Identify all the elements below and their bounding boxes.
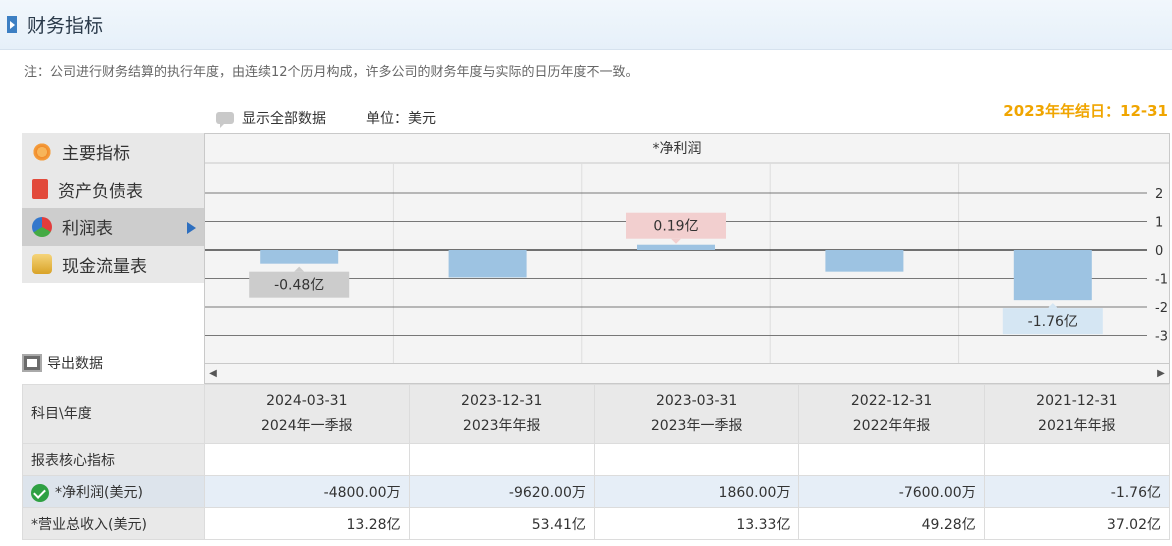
sidebar-item-label: 主要指标 [62, 144, 130, 165]
sidebar-item-main-indicators[interactable]: 主要指标 [22, 133, 204, 171]
pie-chart-icon [32, 216, 52, 237]
export-data-button[interactable]: 导出数据 [22, 353, 103, 373]
table-cell: -7600.00万 [798, 475, 985, 508]
sidebar-item-label: 利润表 [62, 219, 113, 240]
section-row: 报表核心指标 [22, 443, 1171, 476]
plot-area [205, 163, 1147, 363]
row-label-revenue[interactable]: *营业总收入(美元) [22, 507, 205, 540]
table-cell: 13.33亿 [593, 507, 800, 540]
gear-sun-icon [32, 141, 52, 162]
table-cell: -4800.00万 [204, 475, 410, 508]
data-label: -0.48亿 [274, 278, 324, 294]
y-tick-label: 0 [1155, 244, 1163, 259]
chart-title: *净利润 [653, 141, 702, 157]
table-cell: 13.28亿 [204, 507, 410, 540]
table-header-row: 科目\年度 2024-03-31 2024年一季报 2023-12-31 2023年… [22, 384, 1171, 444]
y-tick-label: 2 [1155, 187, 1163, 202]
bar [1013, 250, 1092, 301]
year-end-date: 2023年年结日：12-31 [1003, 102, 1168, 120]
table-cell: -1.76亿 [983, 475, 1171, 508]
table-cell: 37.02亿 [983, 507, 1171, 540]
bar [260, 250, 339, 264]
data-label-box [249, 271, 350, 298]
table-row[interactable]: *净利润(美元) -4800.00万 -9620.00万 1860.00万 -7… [22, 475, 1171, 508]
data-label: -1.76亿 [1028, 314, 1078, 330]
y-tick-label: 1 [1155, 216, 1163, 231]
bar [448, 250, 527, 278]
data-label: 0.19亿 [653, 219, 698, 235]
fiscal-year-note: 注：公司进行财务结算的执行年度，由连续12个历月构成，许多公司的财务年度与实际的… [24, 65, 639, 80]
data-label-box [1002, 308, 1103, 335]
sidebar-item-label: 现金流量表 [62, 256, 147, 277]
page-title: 财务指标 [27, 15, 104, 37]
document-icon [32, 179, 48, 200]
statement-sidebar: 主要指标 资产负债表 利润表 现金流量表 [22, 133, 204, 283]
check-icon [31, 483, 49, 502]
table-cell: -9620.00万 [408, 475, 595, 508]
sidebar-item-balance-sheet[interactable]: 资产负债表 [22, 171, 204, 209]
unit-label: 单位：美元 [366, 111, 436, 127]
export-icon [22, 354, 42, 372]
speech-bubble-icon [216, 112, 234, 128]
corner-header: 科目\年度 [22, 384, 205, 444]
column-header: 2022-12-31 2022年年报 [798, 384, 985, 444]
coins-icon [32, 254, 52, 275]
y-tick-label: -1 [1155, 273, 1168, 288]
sidebar-item-label: 资产负债表 [58, 181, 143, 202]
bar [637, 244, 715, 250]
column-header: 2023-03-31 2023年一季报 [593, 384, 800, 444]
page-header: 财务指标 [0, 0, 1172, 50]
data-label-pointer [294, 266, 305, 272]
data-label-box [626, 212, 726, 239]
row-label-net-profit[interactable]: *净利润(美元) [22, 475, 205, 508]
section-label: 报表核心指标 [22, 443, 205, 476]
data-label-pointer [1047, 303, 1058, 309]
column-header: 2024-03-31 2024年一季报 [204, 384, 410, 444]
sidebar-item-cash-flow[interactable]: 现金流量表 [22, 246, 204, 284]
table-cell: 1860.00万 [593, 475, 800, 508]
y-tick-label: -3 [1155, 330, 1168, 345]
scroll-right-icon[interactable]: ▶ [1157, 368, 1165, 379]
table-cell: 53.41亿 [408, 507, 595, 540]
table-row[interactable]: *营业总收入(美元) 13.28亿 53.41亿 13.33亿 49.28亿 3… [22, 507, 1171, 540]
scroll-left-icon[interactable]: ◀ [209, 368, 217, 379]
column-header: 2021-12-31 2021年年报 [983, 384, 1171, 444]
y-tick-label: -2 [1155, 301, 1168, 316]
financial-table: 科目\年度 2024-03-31 2024年一季报 2023-12-31 2023年… [22, 384, 1171, 540]
bar [825, 250, 904, 272]
table-cell: 49.28亿 [798, 507, 985, 540]
chevron-right-icon [187, 222, 196, 234]
show-all-label: 显示全部数据 [242, 111, 326, 127]
show-all-data-toggle[interactable]: 显示全部数据 [216, 108, 326, 128]
export-label: 导出数据 [47, 356, 103, 372]
net-profit-chart: *净利润 2 1 0 -1 -2 -3 -0.48亿 0.19亿 -1.76亿 ◀ ▶ [204, 133, 1170, 384]
chart-canvas: *净利润 2 1 0 -1 -2 -3 -0.48亿 0.19亿 -1.76亿 [205, 141, 1169, 363]
sidebar-item-income-statement[interactable]: 利润表 [22, 208, 204, 246]
header-arrow-icon [7, 16, 17, 33]
chart-scrollbar[interactable]: ◀ ▶ [205, 363, 1169, 383]
column-header: 2023-12-31 2023年年报 [408, 384, 595, 444]
data-label-pointer [671, 238, 681, 244]
